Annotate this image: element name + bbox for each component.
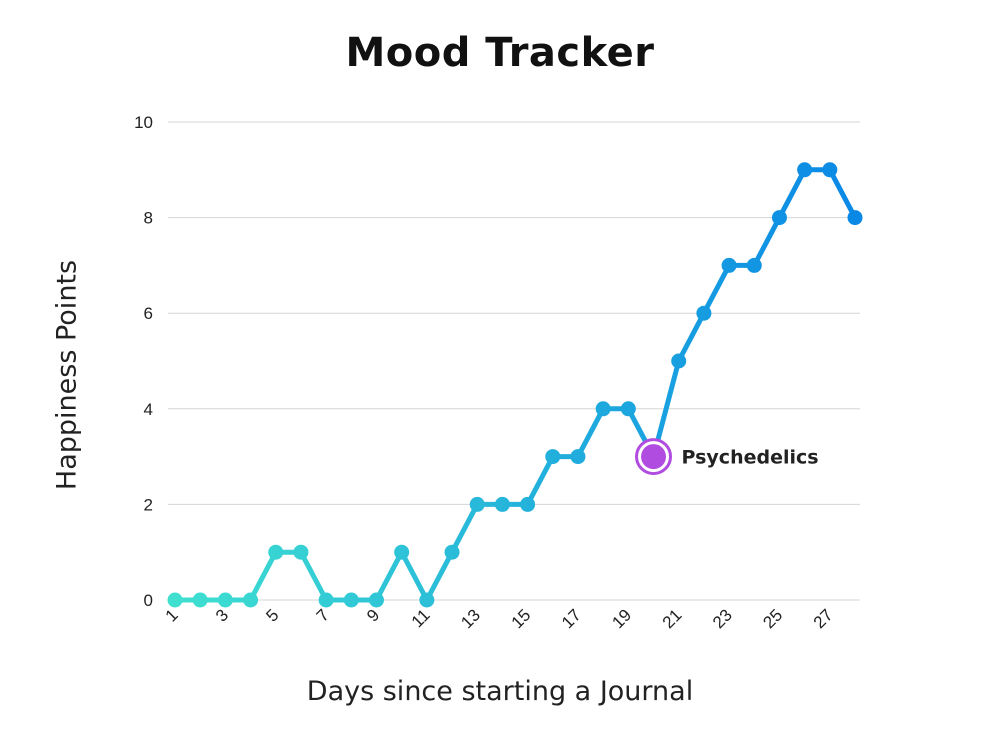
x-tick-label: 19 — [608, 605, 635, 632]
data-point — [570, 449, 586, 465]
x-tick-label: 11 — [408, 605, 434, 631]
data-point — [469, 496, 485, 512]
x-tick-label: 21 — [659, 605, 686, 632]
chart-title: Mood Tracker — [345, 30, 655, 76]
annotation-label: Psychedelics — [682, 447, 819, 469]
series-line-path — [172, 167, 858, 603]
data-point — [343, 592, 359, 608]
x-tick-label: 27 — [810, 605, 837, 632]
x-tick-label: 25 — [759, 605, 786, 632]
data-point — [192, 592, 208, 608]
data-point — [520, 496, 536, 512]
data-point — [721, 257, 737, 273]
x-tick-label: 13 — [457, 605, 484, 632]
y-tick-label: 10 — [134, 113, 153, 132]
data-point — [293, 544, 309, 560]
y-tick-label: 2 — [144, 495, 153, 514]
x-axis-label: Days since starting a Journal — [306, 676, 694, 707]
data-point — [847, 210, 863, 226]
y-tick-labels: 0 2 4 6 8 10 — [134, 113, 153, 610]
x-tick-label: 15 — [508, 605, 535, 632]
y-tick-label: 0 — [144, 591, 153, 610]
data-point — [671, 353, 687, 369]
data-point — [419, 592, 435, 608]
x-tick-label: 7 — [313, 605, 333, 625]
data-point — [368, 592, 384, 608]
series-line — [172, 167, 858, 603]
data-point — [444, 544, 460, 560]
annotation-marker — [641, 444, 667, 470]
data-point — [268, 544, 284, 560]
data-point — [167, 592, 183, 608]
data-point — [318, 592, 334, 608]
data-points — [167, 162, 863, 608]
data-point — [494, 496, 510, 512]
x-tick-label: 3 — [212, 605, 232, 625]
gridlines — [168, 121, 860, 601]
data-point — [595, 401, 611, 417]
data-point — [746, 257, 762, 273]
data-point — [696, 305, 712, 321]
data-point — [545, 449, 561, 465]
x-tick-label: 5 — [262, 605, 282, 625]
x-tick-label: 17 — [558, 605, 585, 632]
y-tick-label: 8 — [144, 209, 153, 228]
x-tick-label: 9 — [363, 605, 383, 625]
data-point — [620, 401, 636, 417]
data-point — [394, 544, 410, 560]
annotations: Psychedelics — [635, 438, 819, 476]
y-tick-label: 4 — [144, 400, 153, 419]
x-tick-label: 1 — [162, 605, 182, 625]
x-tick-labels: 1 3 5 7 9 11 13 15 17 19 21 23 25 27 — [162, 605, 837, 632]
data-point — [797, 162, 813, 178]
x-tick-label: 23 — [709, 605, 736, 632]
data-point — [822, 162, 838, 178]
data-point — [771, 210, 787, 226]
data-point — [217, 592, 233, 608]
data-point — [243, 592, 259, 608]
y-tick-label: 6 — [144, 304, 153, 323]
